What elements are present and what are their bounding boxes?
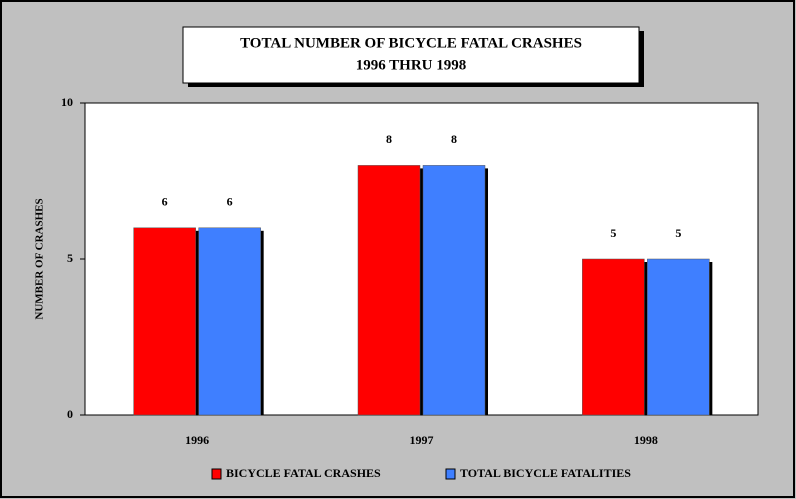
legend-swatch — [445, 468, 456, 480]
data-label: 5 — [675, 226, 681, 240]
chart-subtitle: 1996 THRU 1998 — [356, 57, 467, 73]
data-label: 6 — [227, 195, 233, 209]
bar — [357, 165, 421, 416]
title-box — [182, 26, 640, 84]
y-tick-label: 5 — [67, 251, 73, 265]
x-tick-label: 1996 — [185, 433, 209, 447]
legend-label: TOTAL BICYCLE FATALITIES — [460, 466, 631, 480]
chart-title: TOTAL NUMBER OF BICYCLE FATAL CRASHES — [240, 35, 582, 51]
bar — [198, 227, 261, 416]
y-tick-label: 10 — [61, 95, 73, 109]
y-tick-label: 0 — [67, 407, 73, 421]
bar — [133, 227, 196, 416]
x-tick-label: 1997 — [410, 433, 434, 447]
bar — [582, 258, 645, 416]
data-label: 8 — [386, 132, 392, 146]
legend-swatch — [211, 468, 222, 480]
x-tick-label: 1998 — [634, 433, 658, 447]
y-axis-label: NUMBER OF CRASHES — [34, 198, 46, 319]
data-label: 5 — [610, 226, 616, 240]
data-label: 8 — [451, 132, 457, 146]
bar — [422, 165, 486, 416]
data-label: 6 — [162, 195, 168, 209]
bar — [647, 258, 710, 416]
legend-label: BICYCLE FATAL CRASHES — [226, 466, 381, 480]
